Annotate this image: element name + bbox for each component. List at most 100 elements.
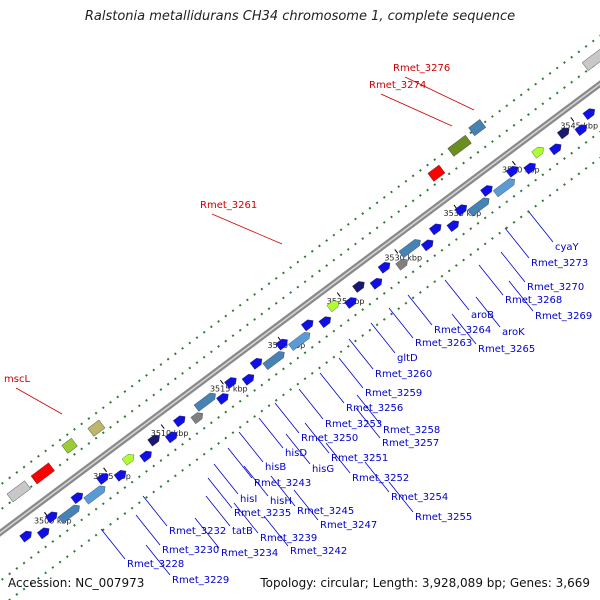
gene-label: Rmet_3228 <box>127 559 184 570</box>
gene-label: Rmet_3253 <box>325 419 382 430</box>
gene-label: aroB <box>471 310 494 321</box>
gene-label: Rmet_3252 <box>352 473 409 484</box>
gene-label: Rmet_3264 <box>434 325 491 336</box>
gene-label: Rmet_3234 <box>221 548 278 559</box>
gene-arrow <box>531 146 544 159</box>
gene-label: Rmet_3254 <box>391 492 448 503</box>
map-title: Ralstonia metallidurans CH34 chromosome … <box>84 9 516 24</box>
gene-label: aroK <box>502 327 525 338</box>
accession-text: Accession: NC_007973 <box>8 576 145 590</box>
gene-label: Rmet_3230 <box>162 545 219 556</box>
gene-arrow <box>582 108 595 121</box>
gene-leader-line <box>293 489 319 521</box>
gene-arrow <box>113 470 127 482</box>
gene-leader-line <box>207 477 233 509</box>
gene-box <box>427 164 446 182</box>
highlight-leader-line <box>211 213 283 245</box>
gene-leader-line <box>263 515 289 547</box>
gene-arrow <box>352 281 365 293</box>
gene-label: hisI <box>240 494 257 505</box>
gene-leader-line <box>274 402 300 434</box>
gene-label: Rmet_3259 <box>365 388 422 399</box>
gene-box <box>61 437 78 454</box>
gene-box <box>468 119 487 137</box>
gene-arrow <box>318 316 331 329</box>
tick-mark <box>570 117 575 122</box>
gene-leader-line <box>238 431 264 463</box>
gene-leader-line <box>500 251 526 283</box>
gene-arrow <box>556 127 570 140</box>
gene-arrow <box>164 431 178 444</box>
gene-arrow <box>548 143 562 156</box>
gene-label: Rmet_3260 <box>375 369 432 380</box>
gene-label: Rmet_3242 <box>290 546 347 557</box>
gene-leader-line <box>348 338 374 370</box>
gene-arrow <box>241 374 255 386</box>
gene-label: hisG <box>312 464 334 475</box>
gene-arrow <box>574 124 587 137</box>
gene-leader-line <box>444 279 470 311</box>
gene-label: Rmet_3229 <box>172 575 229 586</box>
gene-label: Rmet_3247 <box>320 520 377 531</box>
gene-label: tatB <box>232 526 253 537</box>
gene-label: Rmet_3245 <box>297 506 354 517</box>
tick-label: 3515 kbp <box>210 384 248 393</box>
gene-arrow <box>344 297 357 309</box>
gene-leader-line <box>145 544 171 576</box>
gene-leader-line <box>304 422 330 454</box>
gene-leader-line <box>528 211 554 243</box>
gene-box <box>447 134 472 157</box>
gene-box <box>87 419 106 437</box>
gene-leader-line <box>338 357 364 389</box>
highlight-leader-line <box>380 93 453 127</box>
gene-arrow <box>36 527 50 540</box>
gene-arrow <box>121 454 135 466</box>
gene-leader-line <box>258 417 284 449</box>
gene-arrow <box>193 392 216 412</box>
gene-leader-line <box>407 294 433 326</box>
gene-leader-line <box>205 495 231 527</box>
gene-leader-line <box>475 296 501 328</box>
gene-arrow <box>190 412 203 425</box>
gene-arrow <box>275 338 288 351</box>
gene-arrow <box>446 220 459 233</box>
gene-leader-line <box>233 502 259 534</box>
gene-label: Rmet_3239 <box>260 533 317 544</box>
gene-label: Rmet_3235 <box>234 508 291 519</box>
gene-features <box>6 47 600 543</box>
gene-label: Rmet_3250 <box>301 433 358 444</box>
gene-arrow <box>262 351 285 371</box>
gene-arrow <box>326 300 339 313</box>
highlight-leader-line <box>15 387 63 415</box>
highlight-label: Rmet_3274 <box>369 80 426 91</box>
gene-arrow <box>70 492 83 505</box>
gene-leader-line <box>325 442 351 474</box>
gene-arrow <box>377 262 391 274</box>
gene-leader-line <box>355 407 381 439</box>
gene-leader-line <box>451 313 477 345</box>
gene-arrow <box>172 415 186 428</box>
gene-arrow <box>288 332 311 351</box>
gene-label: Rmet_3265 <box>478 344 535 355</box>
gene-leader-line <box>298 388 324 420</box>
gene-arrow <box>44 511 58 524</box>
gene-label: Rmet_3270 <box>527 282 584 293</box>
gene-arrow <box>467 197 490 217</box>
gene-arrow <box>300 319 314 332</box>
gene-leader-line <box>227 447 253 479</box>
gene-arrow <box>428 223 442 236</box>
gene-arrow <box>96 473 109 485</box>
gene-arrow <box>249 358 263 370</box>
gene-arrow <box>147 434 160 447</box>
gene-arrow <box>505 166 519 178</box>
gene-leader-line <box>194 517 220 549</box>
gene-leader-line <box>100 528 126 560</box>
gene-arrow <box>83 485 106 505</box>
tick-label: 3505 kbp <box>93 472 131 481</box>
gene-arrow <box>369 278 383 290</box>
gene-leader-line <box>135 514 161 546</box>
gene-labels: Rmet_3228 Rmet_3229 Rmet_3230 Rmet_3232 Rmet… <box>4 63 592 586</box>
gene-label: Rmet_3257 <box>382 438 439 449</box>
